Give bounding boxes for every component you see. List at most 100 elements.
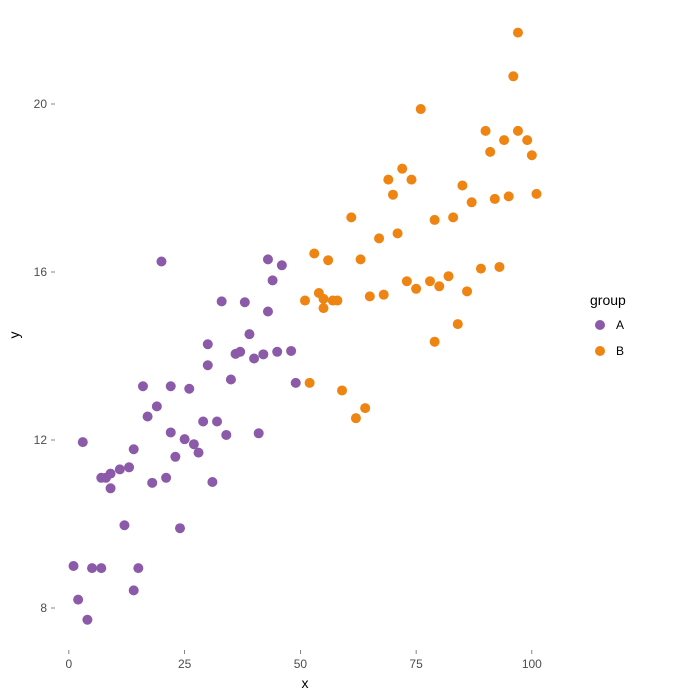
point-A (249, 354, 259, 364)
point-B (448, 212, 458, 222)
y-tick-label: 12 (34, 433, 48, 447)
point-A (226, 375, 236, 385)
point-A (119, 520, 129, 530)
point-A (184, 384, 194, 394)
point-B (531, 189, 541, 199)
point-A (263, 306, 273, 316)
point-A (194, 448, 204, 458)
point-A (189, 439, 199, 449)
point-A (124, 462, 134, 472)
point-A (272, 347, 282, 357)
point-B (508, 71, 518, 81)
x-tick-label: 50 (294, 657, 308, 671)
point-A (180, 434, 190, 444)
scatter-chart: 0255075100 8121620 x y group AB (0, 0, 700, 700)
point-B (397, 164, 407, 174)
point-A (78, 437, 88, 447)
point-A (129, 444, 139, 454)
point-B (393, 228, 403, 238)
point-A (217, 296, 227, 306)
point-B (494, 262, 504, 272)
point-B (430, 215, 440, 225)
y-axis-label: y (6, 332, 22, 339)
x-axis-label: x (302, 675, 309, 691)
point-A (207, 477, 217, 487)
point-B (383, 175, 393, 185)
point-B (388, 190, 398, 200)
point-B (365, 291, 375, 301)
point-B (406, 175, 416, 185)
point-A (147, 478, 157, 488)
point-B (360, 403, 370, 413)
point-B (305, 378, 315, 388)
y-tick-label: 8 (40, 601, 47, 615)
point-A (87, 563, 97, 573)
point-B (416, 104, 426, 114)
point-A (244, 329, 254, 339)
x-tick-label: 0 (66, 657, 73, 671)
point-B (430, 337, 440, 347)
chart-svg: 0255075100 8121620 x y group AB (0, 0, 700, 700)
point-A (106, 469, 116, 479)
point-A (96, 563, 106, 573)
point-A (73, 595, 83, 605)
point-B (513, 126, 523, 136)
point-B (522, 135, 532, 145)
point-A (106, 483, 116, 493)
point-B (323, 255, 333, 265)
point-A (152, 401, 162, 411)
point-A (129, 585, 139, 595)
point-B (485, 147, 495, 157)
point-B (462, 286, 472, 296)
legend-swatch-A (595, 320, 605, 330)
point-A (161, 473, 171, 483)
point-A (170, 452, 180, 462)
point-B (332, 296, 342, 306)
point-B (346, 212, 356, 222)
point-A (203, 339, 213, 349)
point-B (319, 303, 329, 313)
point-B (402, 276, 412, 286)
point-A (263, 254, 273, 264)
point-B (476, 264, 486, 274)
point-A (115, 464, 125, 474)
point-A (268, 275, 278, 285)
x-tick-label: 100 (522, 657, 542, 671)
point-A (240, 297, 250, 307)
point-B (374, 233, 384, 243)
point-A (258, 349, 268, 359)
point-B (467, 197, 477, 207)
legend-title: group (590, 292, 626, 308)
point-B (356, 254, 366, 264)
x-tick-label: 75 (409, 657, 423, 671)
point-A (212, 417, 222, 427)
chart-background (0, 0, 700, 700)
point-B (411, 284, 421, 294)
point-B (499, 135, 509, 145)
point-A (166, 427, 176, 437)
point-B (425, 276, 435, 286)
point-A (277, 260, 287, 270)
point-A (82, 615, 92, 625)
x-tick-label: 25 (178, 657, 192, 671)
y-tick-label: 16 (34, 265, 48, 279)
point-A (69, 561, 79, 571)
point-B (319, 294, 329, 304)
point-B (481, 126, 491, 136)
y-tick-label: 20 (34, 97, 48, 111)
point-B (444, 271, 454, 281)
point-A (286, 346, 296, 356)
point-B (453, 319, 463, 329)
point-B (300, 296, 310, 306)
point-B (379, 290, 389, 300)
legend-swatch-B (595, 346, 605, 356)
point-B (457, 180, 467, 190)
point-A (291, 378, 301, 388)
point-B (527, 150, 537, 160)
point-A (198, 417, 208, 427)
point-A (156, 257, 166, 267)
point-A (203, 360, 213, 370)
point-A (143, 411, 153, 421)
point-B (434, 281, 444, 291)
legend-label-B: B (616, 344, 624, 358)
